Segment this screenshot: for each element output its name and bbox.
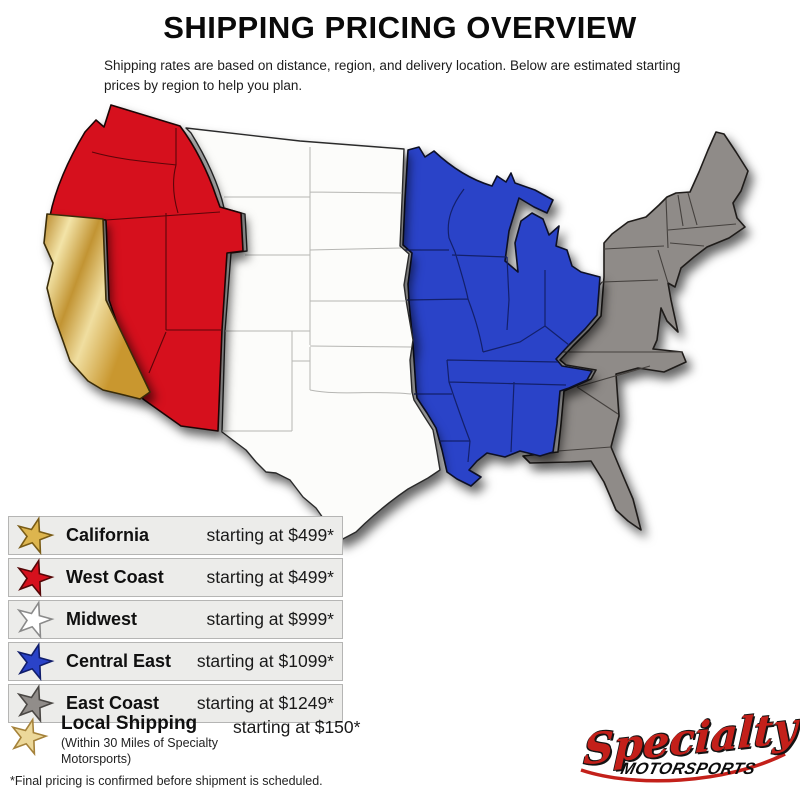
california-star-icon <box>16 515 55 555</box>
legend-price: starting at $1099* <box>196 651 334 671</box>
legend-row-california: California starting at $499* <box>8 515 343 555</box>
legend-price: starting at $499* <box>206 525 334 545</box>
region-west-coast <box>49 104 244 432</box>
legend-row-midwest: Midwest starting at $999* <box>8 599 343 639</box>
east-coast-star-icon <box>16 683 55 723</box>
midwest-star-icon <box>16 599 55 639</box>
subtitle-line-2: prices by region to help you plan. <box>104 77 303 93</box>
logo-swoosh <box>580 752 786 783</box>
legend-row-central-east: Central East starting at $1099* <box>8 641 343 681</box>
pricing-footnote: *Final pricing is confirmed before shipm… <box>10 774 323 788</box>
subtitle-line-1: Shipping rates are based on distance, re… <box>104 58 681 73</box>
page-title: SHIPPING PRICING OVERVIEW <box>163 10 637 45</box>
region-central-east <box>402 146 601 487</box>
legend-price: starting at $999* <box>206 609 334 629</box>
legend-row-local-shipping: Local Shipping (Within 30 Miles of Speci… <box>8 713 360 767</box>
west-coast-star-icon <box>16 557 55 597</box>
page-subtitle: Shipping rates are based on distance, re… <box>104 56 704 95</box>
legend-price: starting at $1249* <box>196 693 334 713</box>
region-california <box>43 213 151 400</box>
legend-label: West Coast <box>66 567 164 587</box>
legend-label: Midwest <box>66 609 138 629</box>
region-east-coast <box>522 131 749 531</box>
specialty-motorsports-logo: Specialty MOTORSPORTS <box>575 703 798 792</box>
legend-row-east-coast: East Coast starting at $1249* <box>8 683 343 723</box>
legend-sublabel: (Within 30 Miles of Specialty Motorsport… <box>61 735 219 766</box>
logo-block-text: MOTORSPORTS <box>618 760 758 778</box>
local-shipping-star-icon <box>10 717 49 757</box>
pricing-legend: California starting at $499* West Coast … <box>8 515 344 726</box>
region-midwest <box>185 127 441 542</box>
legend-price: starting at $499* <box>206 567 334 587</box>
legend-price: starting at $150* <box>233 717 361 737</box>
legend-label: California <box>66 525 150 545</box>
legend-label: East Coast <box>66 693 160 713</box>
central-east-star-icon <box>16 641 55 681</box>
legend-row-west-coast: West Coast starting at $499* <box>8 557 343 597</box>
legend-label: Local Shipping <box>61 713 198 734</box>
legend-label: Central East <box>66 651 172 671</box>
